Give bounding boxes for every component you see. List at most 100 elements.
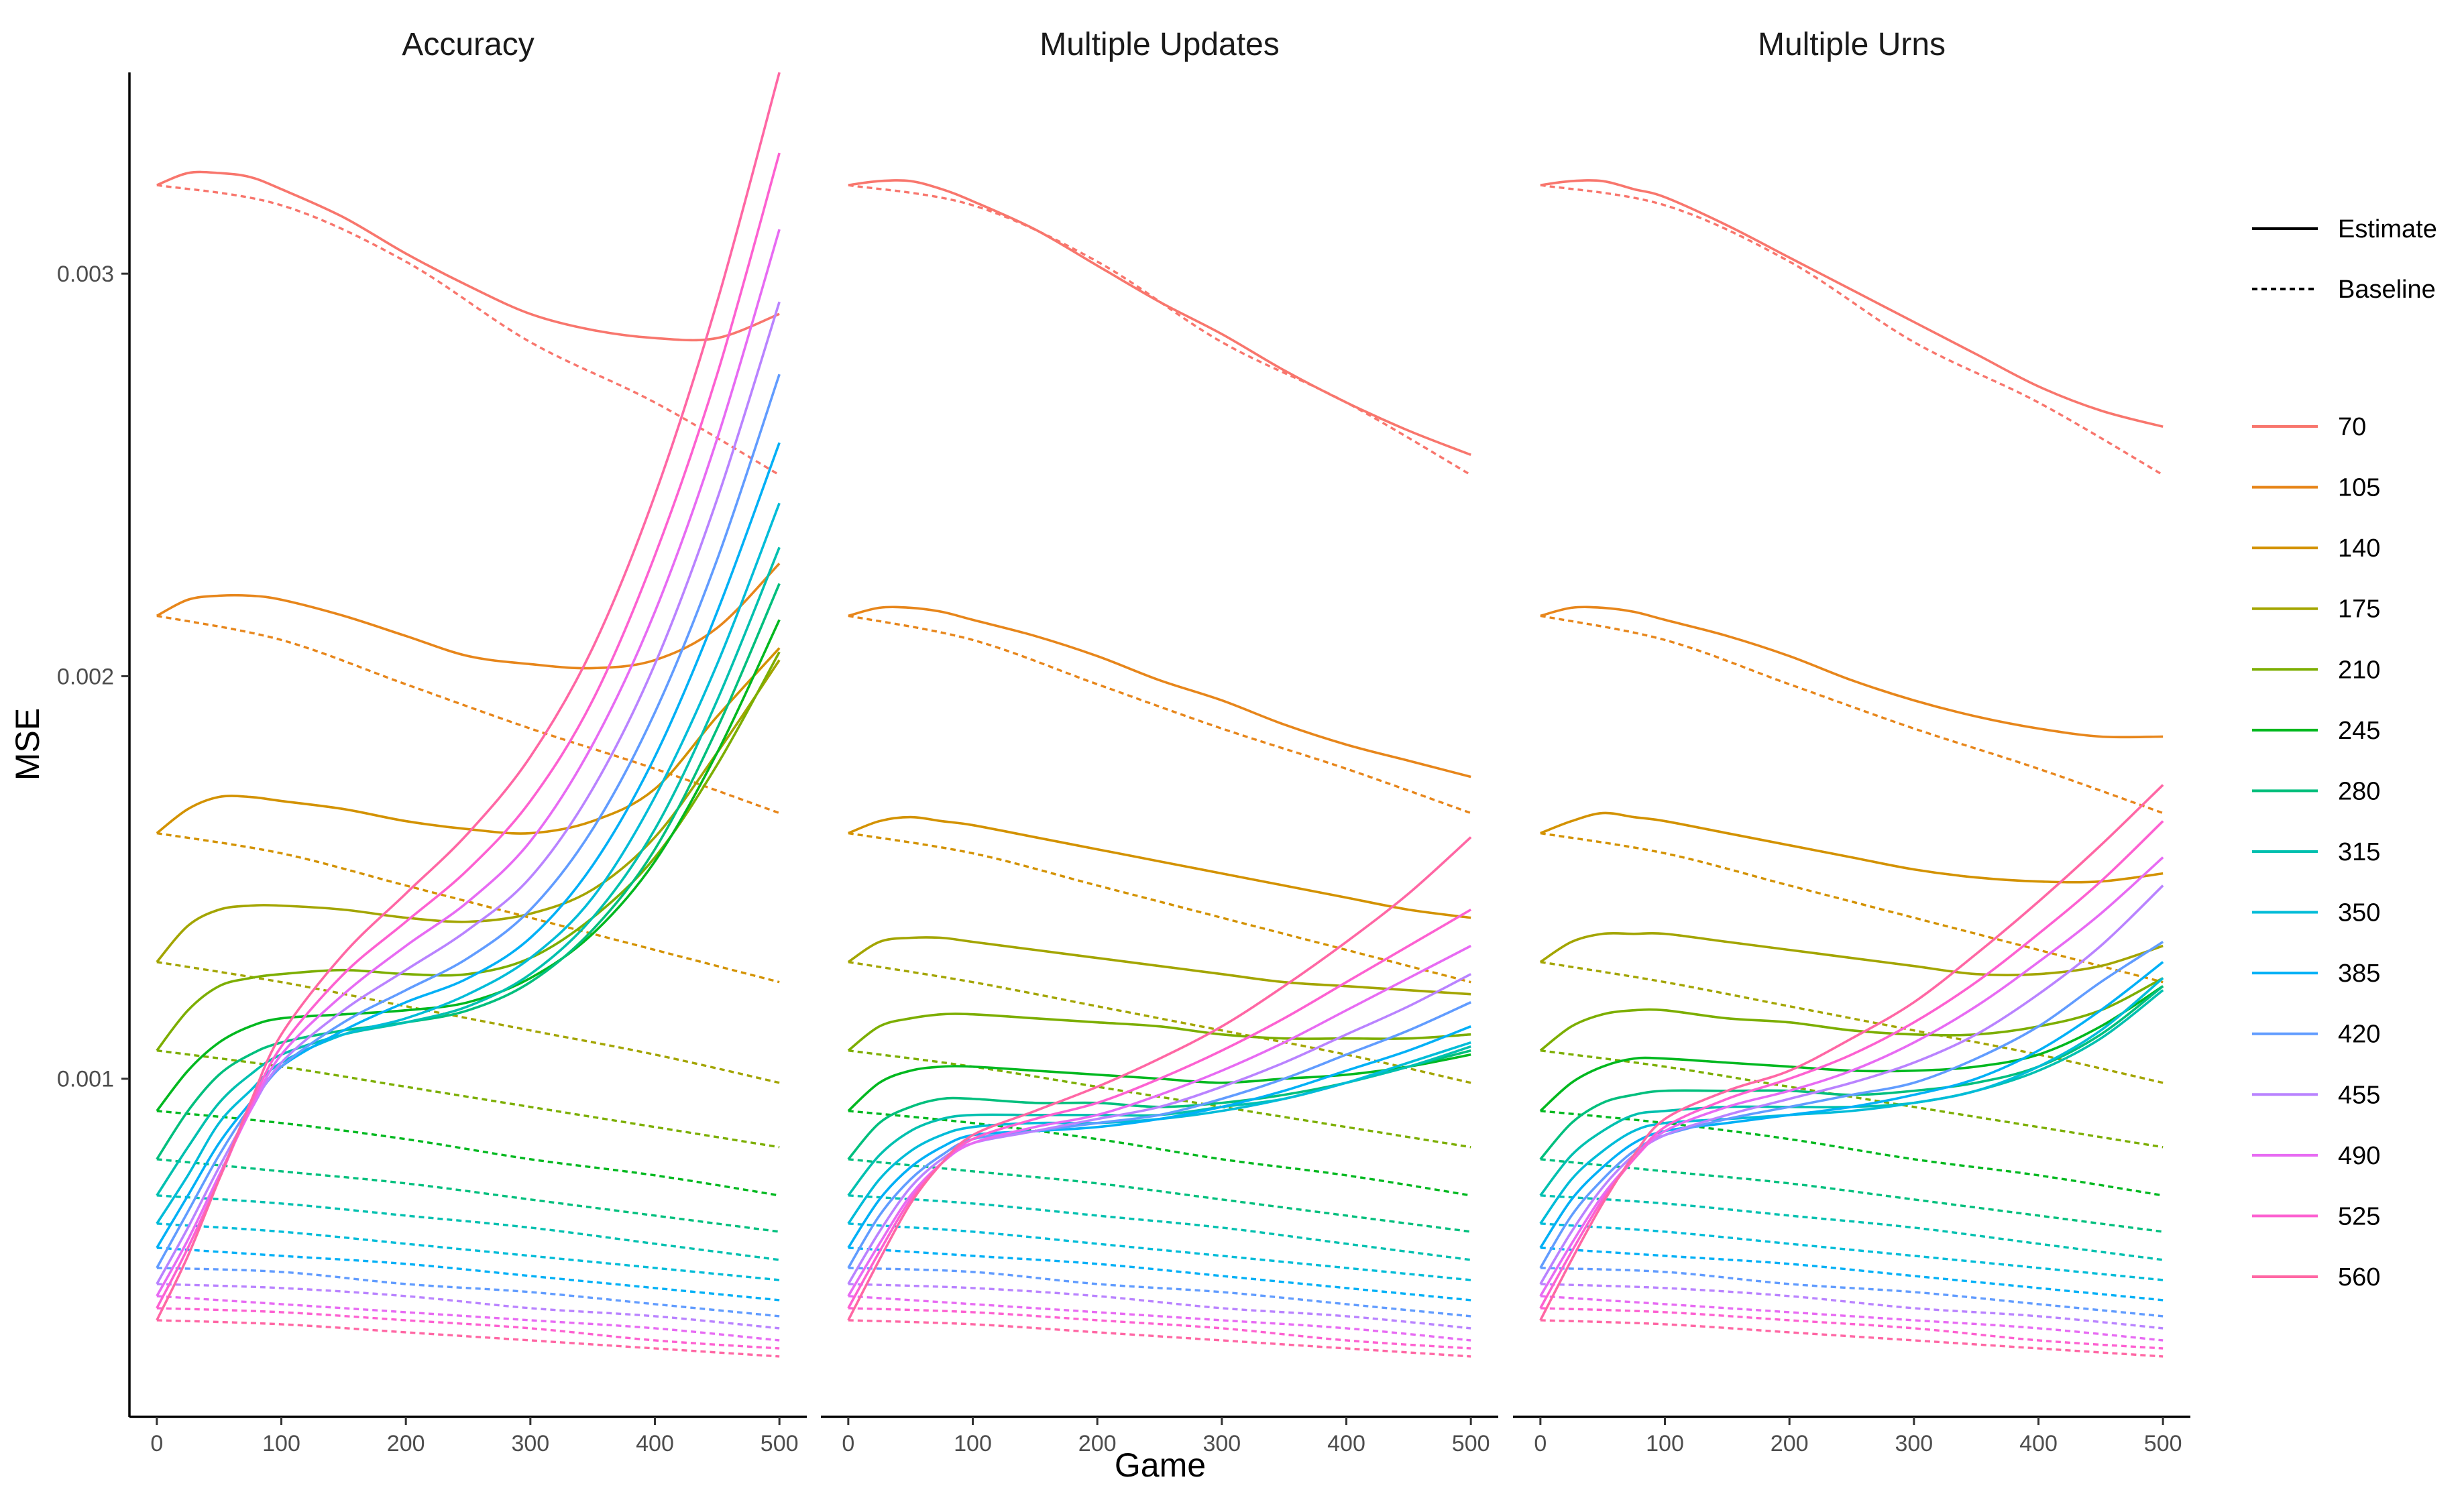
baseline-line-140-multiple-updates bbox=[848, 831, 1471, 984]
baseline-line-560-multiple-updates bbox=[848, 1319, 1471, 1358]
baseline-line-490-multiple-updates bbox=[848, 1295, 1471, 1342]
baseline-line-385-multiple-urns bbox=[1540, 1247, 2164, 1302]
baseline-line-420-accuracy bbox=[156, 1267, 780, 1318]
estimate-line-350-accuracy bbox=[156, 502, 781, 1224]
baseline-line-525-accuracy bbox=[156, 1307, 780, 1350]
baseline-line-210-multiple-urns bbox=[1540, 1049, 2164, 1149]
estimate-line-560-multiple-urns bbox=[1539, 784, 2164, 1321]
estimate-line-490-multiple-updates bbox=[847, 945, 1471, 1297]
legend-label-estimate: Estimate bbox=[2338, 215, 2437, 243]
estimate-line-350-multiple-urns bbox=[1539, 977, 2164, 1224]
x-tick-label-0-multiple-urns: 0 bbox=[1534, 1431, 1547, 1456]
panel-multiple-updates: Multiple Updates 0 100 200 300 400 500 bbox=[821, 27, 1498, 1456]
baseline-line-455-multiple-urns bbox=[1540, 1283, 2164, 1330]
y-axis-title: MSE bbox=[9, 708, 46, 781]
estimate-line-105-accuracy bbox=[156, 563, 781, 670]
panel-title-multiple-urns: Multiple Urns bbox=[1758, 27, 1946, 62]
baseline-line-210-accuracy bbox=[156, 1049, 780, 1149]
x-tick-label-300-multiple-updates: 300 bbox=[1202, 1431, 1241, 1456]
baseline-line-245-multiple-urns bbox=[1540, 1110, 2164, 1197]
x-tick-label-400-multiple-updates: 400 bbox=[1327, 1431, 1365, 1456]
baseline-line-210-multiple-updates bbox=[848, 1049, 1471, 1149]
baseline-line-315-accuracy bbox=[156, 1194, 780, 1261]
baseline-line-105-multiple-urns bbox=[1540, 614, 2164, 815]
baseline-line-105-accuracy bbox=[156, 614, 780, 815]
baseline-line-350-accuracy bbox=[156, 1222, 780, 1281]
estimate-line-105-multiple-updates bbox=[848, 605, 1471, 778]
estimate-line-420-accuracy bbox=[156, 373, 781, 1269]
legend-label-105: 105 bbox=[2338, 474, 2380, 502]
estimate-line-140-multiple-urns bbox=[1540, 811, 2164, 884]
estimate-line-175-multiple-updates bbox=[847, 936, 1471, 996]
baseline-line-420-multiple-urns bbox=[1540, 1267, 2164, 1318]
estimate-line-420-multiple-updates bbox=[847, 1001, 1471, 1269]
estimate-line-245-accuracy bbox=[156, 619, 781, 1112]
legend-label-210: 210 bbox=[2338, 656, 2380, 684]
x-tick-label-200-accuracy: 200 bbox=[387, 1431, 425, 1456]
legend-label-140: 140 bbox=[2338, 534, 2380, 563]
estimate-line-525-multiple-updates bbox=[847, 909, 1472, 1309]
estimate-line-175-multiple-urns bbox=[1539, 931, 2164, 976]
baseline-line-385-multiple-updates bbox=[848, 1247, 1471, 1302]
estimate-line-70-multiple-updates bbox=[848, 179, 1471, 456]
estimate-line-385-accuracy bbox=[156, 442, 781, 1249]
estimate-line-70-accuracy bbox=[156, 170, 780, 342]
panel-multiple-urns: Multiple Urns 0 100 200 300 400 500 bbox=[1513, 27, 2190, 1456]
estimate-line-560-multiple-updates bbox=[847, 836, 1472, 1321]
baseline-line-350-multiple-updates bbox=[848, 1222, 1471, 1281]
estimate-line-280-accuracy bbox=[156, 583, 781, 1160]
estimate-line-525-multiple-urns bbox=[1539, 820, 2164, 1309]
baseline-line-315-multiple-updates bbox=[848, 1194, 1471, 1261]
baseline-line-140-accuracy bbox=[156, 831, 780, 984]
estimate-line-385-multiple-updates bbox=[847, 1025, 1471, 1249]
baseline-line-350-multiple-urns bbox=[1540, 1222, 2164, 1281]
baseline-line-280-multiple-urns bbox=[1540, 1158, 2164, 1233]
legend-label-280: 280 bbox=[2338, 777, 2380, 805]
estimate-line-560-accuracy bbox=[156, 72, 781, 1321]
baseline-line-245-accuracy bbox=[156, 1110, 780, 1197]
legend-label-245: 245 bbox=[2338, 717, 2380, 745]
estimate-line-490-multiple-urns bbox=[1539, 856, 2164, 1297]
estimate-line-210-multiple-updates bbox=[847, 1013, 1471, 1052]
baseline-line-490-multiple-urns bbox=[1540, 1295, 2164, 1342]
x-tick-label-300-accuracy: 300 bbox=[511, 1431, 549, 1456]
baseline-line-455-accuracy bbox=[156, 1283, 780, 1330]
y-tick-label-0.003: 0.003 bbox=[57, 262, 114, 287]
baseline-line-70-accuracy bbox=[156, 184, 781, 476]
facet-panels: Accuracy 0 100 200 300 400 500 0.001 0.002 0.003 M… bbox=[57, 27, 2190, 1456]
estimate-line-420-multiple-urns bbox=[1539, 941, 2164, 1269]
x-tick-label-400-accuracy: 400 bbox=[636, 1431, 674, 1456]
baseline-line-140-multiple-urns bbox=[1540, 831, 2164, 984]
x-tick-label-0-accuracy: 0 bbox=[150, 1431, 163, 1456]
x-tick-label-400-multiple-urns: 400 bbox=[2019, 1431, 2058, 1456]
legend-label-350: 350 bbox=[2338, 899, 2380, 927]
baseline-line-70-multiple-urns bbox=[1540, 184, 2164, 476]
baseline-line-280-multiple-updates bbox=[848, 1158, 1471, 1233]
panel-title-accuracy: Accuracy bbox=[402, 27, 534, 62]
y-tick-label-0.002: 0.002 bbox=[57, 664, 114, 689]
estimate-line-315-accuracy bbox=[156, 546, 781, 1196]
baseline-line-420-multiple-updates bbox=[848, 1267, 1471, 1318]
legend-label-315: 315 bbox=[2338, 838, 2380, 866]
estimate-line-210-accuracy bbox=[156, 651, 781, 1051]
estimate-line-315-multiple-urns bbox=[1539, 989, 2164, 1196]
x-tick-label-500-multiple-urns: 500 bbox=[2144, 1431, 2182, 1456]
baseline-line-560-multiple-urns bbox=[1540, 1319, 2164, 1358]
x-tick-label-100-accuracy: 100 bbox=[262, 1431, 300, 1456]
x-tick-label-0-multiple-updates: 0 bbox=[842, 1431, 854, 1456]
legend: Estimate Baseline 70 105 140 175 210 245 280 315 3… bbox=[2252, 215, 2437, 1291]
x-tick-label-200-multiple-urns: 200 bbox=[1771, 1431, 1809, 1456]
panel-title-multiple-updates: Multiple Updates bbox=[1040, 27, 1280, 62]
x-tick-label-100-multiple-urns: 100 bbox=[1646, 1431, 1684, 1456]
estimate-line-210-multiple-urns bbox=[1539, 977, 2164, 1052]
legend-label-490: 490 bbox=[2338, 1142, 2380, 1170]
x-tick-label-200-multiple-updates: 200 bbox=[1078, 1431, 1117, 1456]
y-tick-label-0.001: 0.001 bbox=[57, 1067, 114, 1092]
legend-label-455: 455 bbox=[2338, 1081, 2380, 1109]
x-axis-title: Game bbox=[1115, 1446, 1206, 1484]
legend-label-baseline: Baseline bbox=[2338, 276, 2436, 304]
x-tick-label-300-multiple-urns: 300 bbox=[1895, 1431, 1933, 1456]
legend-label-420: 420 bbox=[2338, 1021, 2380, 1049]
